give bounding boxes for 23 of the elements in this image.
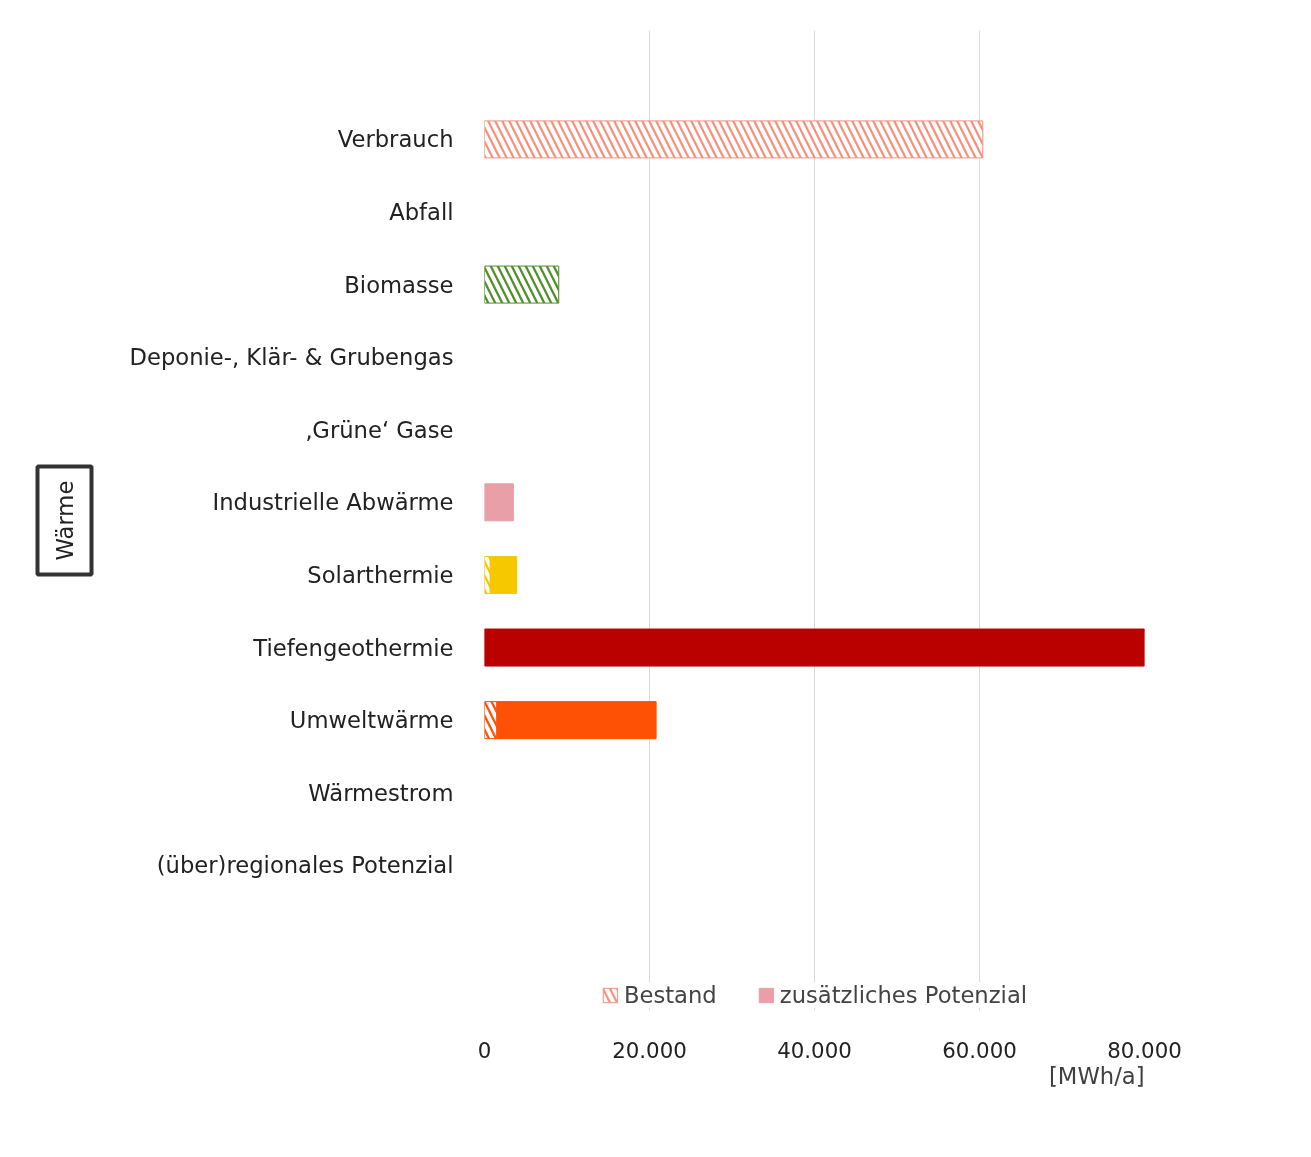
y-tick-label: Abfall xyxy=(389,198,454,225)
x-axis-title: [MWh/a] xyxy=(1049,1062,1145,1089)
y-tick-label: Solarthermie xyxy=(307,561,454,588)
bar xyxy=(489,555,518,594)
y-tick-label: Biomasse xyxy=(344,271,454,298)
y-tick-label: Industrielle Abwärme xyxy=(212,489,454,516)
y-tick-label: Deponie-, Klär- & Grubengas xyxy=(129,344,454,371)
x-tick-label: 60.000 xyxy=(942,1037,1017,1063)
x-tick-label: 20.000 xyxy=(612,1037,687,1063)
legend-label: zusätzliches Potenzial xyxy=(779,982,1028,1008)
bar xyxy=(484,628,1145,667)
y-tick-label: Tiefengeothermie xyxy=(252,634,454,661)
y-tick-label: ‚Grüne‘ Gase xyxy=(305,416,454,443)
x-tick-label: 0 xyxy=(477,1037,492,1063)
y-tick-label: Wärmestrom xyxy=(308,779,454,806)
x-tick-label: 80.000 xyxy=(1107,1037,1182,1063)
text: Wärme xyxy=(51,480,78,561)
bar xyxy=(484,483,514,522)
legend-label: Bestand xyxy=(623,982,717,1008)
y-tick-label: Verbrauch xyxy=(337,126,454,153)
y-tick-label: Umweltwärme xyxy=(289,707,454,734)
x-tick-label: 40.000 xyxy=(777,1037,852,1063)
y-tick-label: (über)regionales Potenzial xyxy=(156,852,454,879)
